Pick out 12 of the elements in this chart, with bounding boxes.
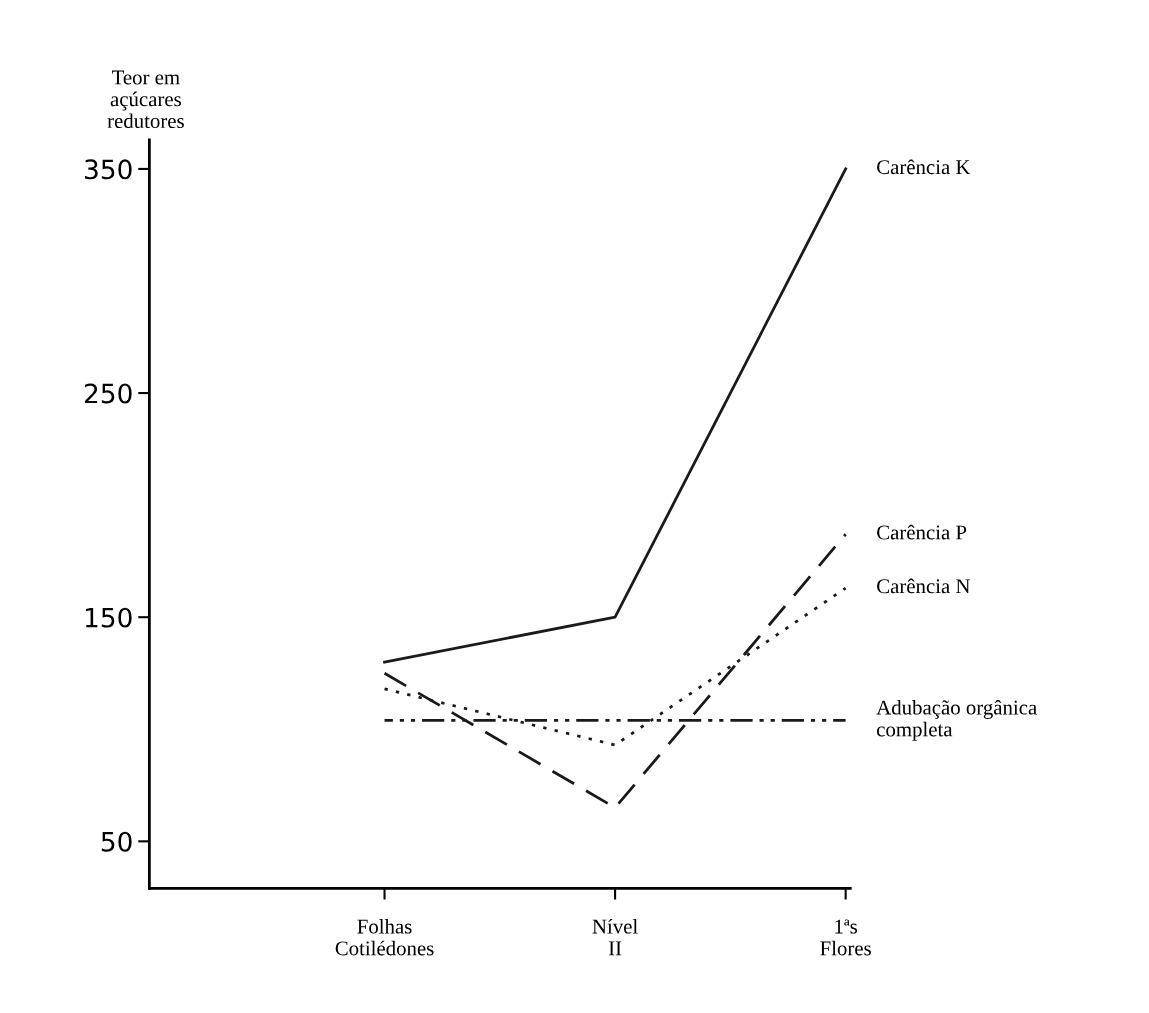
x-tick-label: Folhas Cotilédones <box>335 918 434 956</box>
y-tick-label: 250 <box>84 383 132 404</box>
series-label: Carência N <box>877 578 971 594</box>
series-label: Adubação orgânica completa <box>876 699 1037 741</box>
y-tick-label: 350 <box>85 159 132 180</box>
y-axis-title: Teor em açúcares redutores <box>107 70 184 129</box>
series-label: Carência K <box>877 159 971 175</box>
y-tick-label: 50 <box>101 831 132 852</box>
x-tick-label: Nível II <box>592 918 638 956</box>
x-tick-label: 1ªs Flores <box>820 919 871 956</box>
series-label: Carência P <box>877 524 967 540</box>
y-tick-label: 150 <box>85 607 132 628</box>
